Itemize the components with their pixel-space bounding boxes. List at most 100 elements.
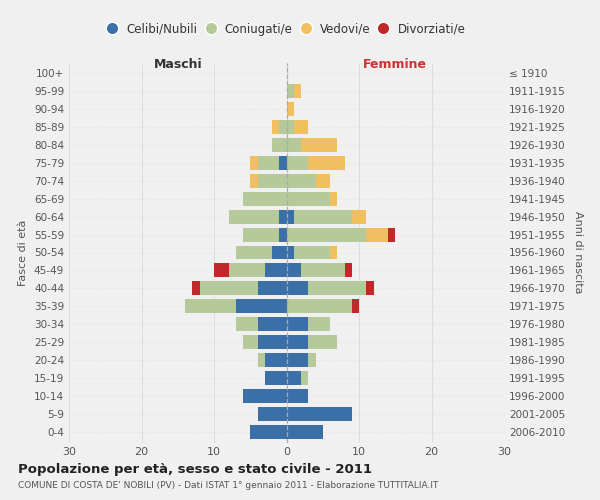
Bar <box>287 371 308 385</box>
Bar <box>287 282 373 296</box>
Bar <box>287 138 301 152</box>
Bar <box>287 246 337 260</box>
Bar <box>287 138 337 152</box>
Bar <box>272 138 287 152</box>
Bar <box>243 335 287 349</box>
Bar <box>287 210 294 224</box>
Bar <box>199 282 287 296</box>
Bar <box>257 407 287 421</box>
Bar <box>287 246 294 260</box>
Bar <box>287 353 308 367</box>
Bar <box>287 174 330 188</box>
Bar <box>236 317 287 331</box>
Bar <box>287 389 308 403</box>
Text: COMUNE DI COSTA DE' NOBILI (PV) - Dati ISTAT 1° gennaio 2011 - Elaborazione TUTT: COMUNE DI COSTA DE' NOBILI (PV) - Dati I… <box>18 481 439 490</box>
Bar <box>287 335 337 349</box>
Bar <box>236 246 287 260</box>
Text: Maschi: Maschi <box>154 58 202 71</box>
Bar <box>229 210 287 224</box>
Y-axis label: Anni di nascita: Anni di nascita <box>572 211 583 294</box>
Legend: Celibi/Nubili, Coniugati/e, Vedovi/e, Divorziati/e: Celibi/Nubili, Coniugati/e, Vedovi/e, Di… <box>107 23 466 36</box>
Bar <box>243 192 287 205</box>
Bar <box>287 371 301 385</box>
Bar <box>287 102 294 116</box>
Bar <box>279 156 287 170</box>
Bar <box>287 407 352 421</box>
Bar <box>250 425 287 438</box>
Bar <box>287 407 352 421</box>
Bar <box>287 282 308 296</box>
Bar <box>250 425 287 438</box>
Bar <box>236 300 287 314</box>
Bar <box>279 228 287 241</box>
Bar <box>229 210 287 224</box>
Bar <box>287 264 352 278</box>
Bar <box>257 317 287 331</box>
Bar <box>257 335 287 349</box>
Bar <box>287 210 352 224</box>
Text: Popolazione per età, sesso e stato civile - 2011: Popolazione per età, sesso e stato civil… <box>18 462 372 475</box>
Bar <box>287 335 337 349</box>
Bar <box>287 228 388 241</box>
Bar <box>243 228 287 241</box>
Bar <box>243 389 287 403</box>
Bar <box>287 210 366 224</box>
Bar <box>272 138 287 152</box>
Bar <box>192 282 287 296</box>
Bar <box>236 317 287 331</box>
Bar <box>287 425 323 438</box>
Bar <box>272 120 287 134</box>
Bar <box>287 120 294 134</box>
Bar <box>185 300 287 314</box>
Bar <box>287 353 316 367</box>
Bar <box>250 174 287 188</box>
Bar <box>265 264 287 278</box>
Text: Femmine: Femmine <box>363 58 427 71</box>
Bar <box>257 407 287 421</box>
Bar <box>287 371 308 385</box>
Bar <box>287 84 301 98</box>
Bar <box>287 264 301 278</box>
Bar <box>229 264 287 278</box>
Bar <box>272 246 287 260</box>
Bar <box>257 174 287 188</box>
Bar <box>287 228 366 241</box>
Bar <box>265 353 287 367</box>
Bar <box>287 389 308 403</box>
Bar <box>287 156 344 170</box>
Bar <box>287 246 330 260</box>
Bar <box>279 210 287 224</box>
Bar <box>287 335 308 349</box>
Bar <box>287 156 308 170</box>
Bar <box>287 192 337 205</box>
Bar <box>287 120 308 134</box>
Bar <box>287 425 323 438</box>
Bar <box>265 371 287 385</box>
Bar <box>265 371 287 385</box>
Bar <box>257 282 287 296</box>
Bar <box>287 264 344 278</box>
Bar <box>236 246 287 260</box>
Bar <box>257 407 287 421</box>
Bar <box>287 228 395 241</box>
Bar <box>250 156 287 170</box>
Bar <box>287 317 330 331</box>
Bar <box>199 282 287 296</box>
Bar <box>257 353 287 367</box>
Y-axis label: Fasce di età: Fasce di età <box>19 220 28 286</box>
Bar <box>287 407 352 421</box>
Bar <box>257 353 287 367</box>
Bar <box>214 264 287 278</box>
Bar <box>250 425 287 438</box>
Bar <box>287 282 366 296</box>
Bar <box>243 335 287 349</box>
Bar <box>287 192 330 205</box>
Bar <box>287 317 330 331</box>
Bar <box>287 282 366 296</box>
Bar <box>287 84 294 98</box>
Bar <box>287 425 323 438</box>
Bar <box>243 228 287 241</box>
Bar <box>279 120 287 134</box>
Bar <box>229 264 287 278</box>
Bar <box>243 389 287 403</box>
